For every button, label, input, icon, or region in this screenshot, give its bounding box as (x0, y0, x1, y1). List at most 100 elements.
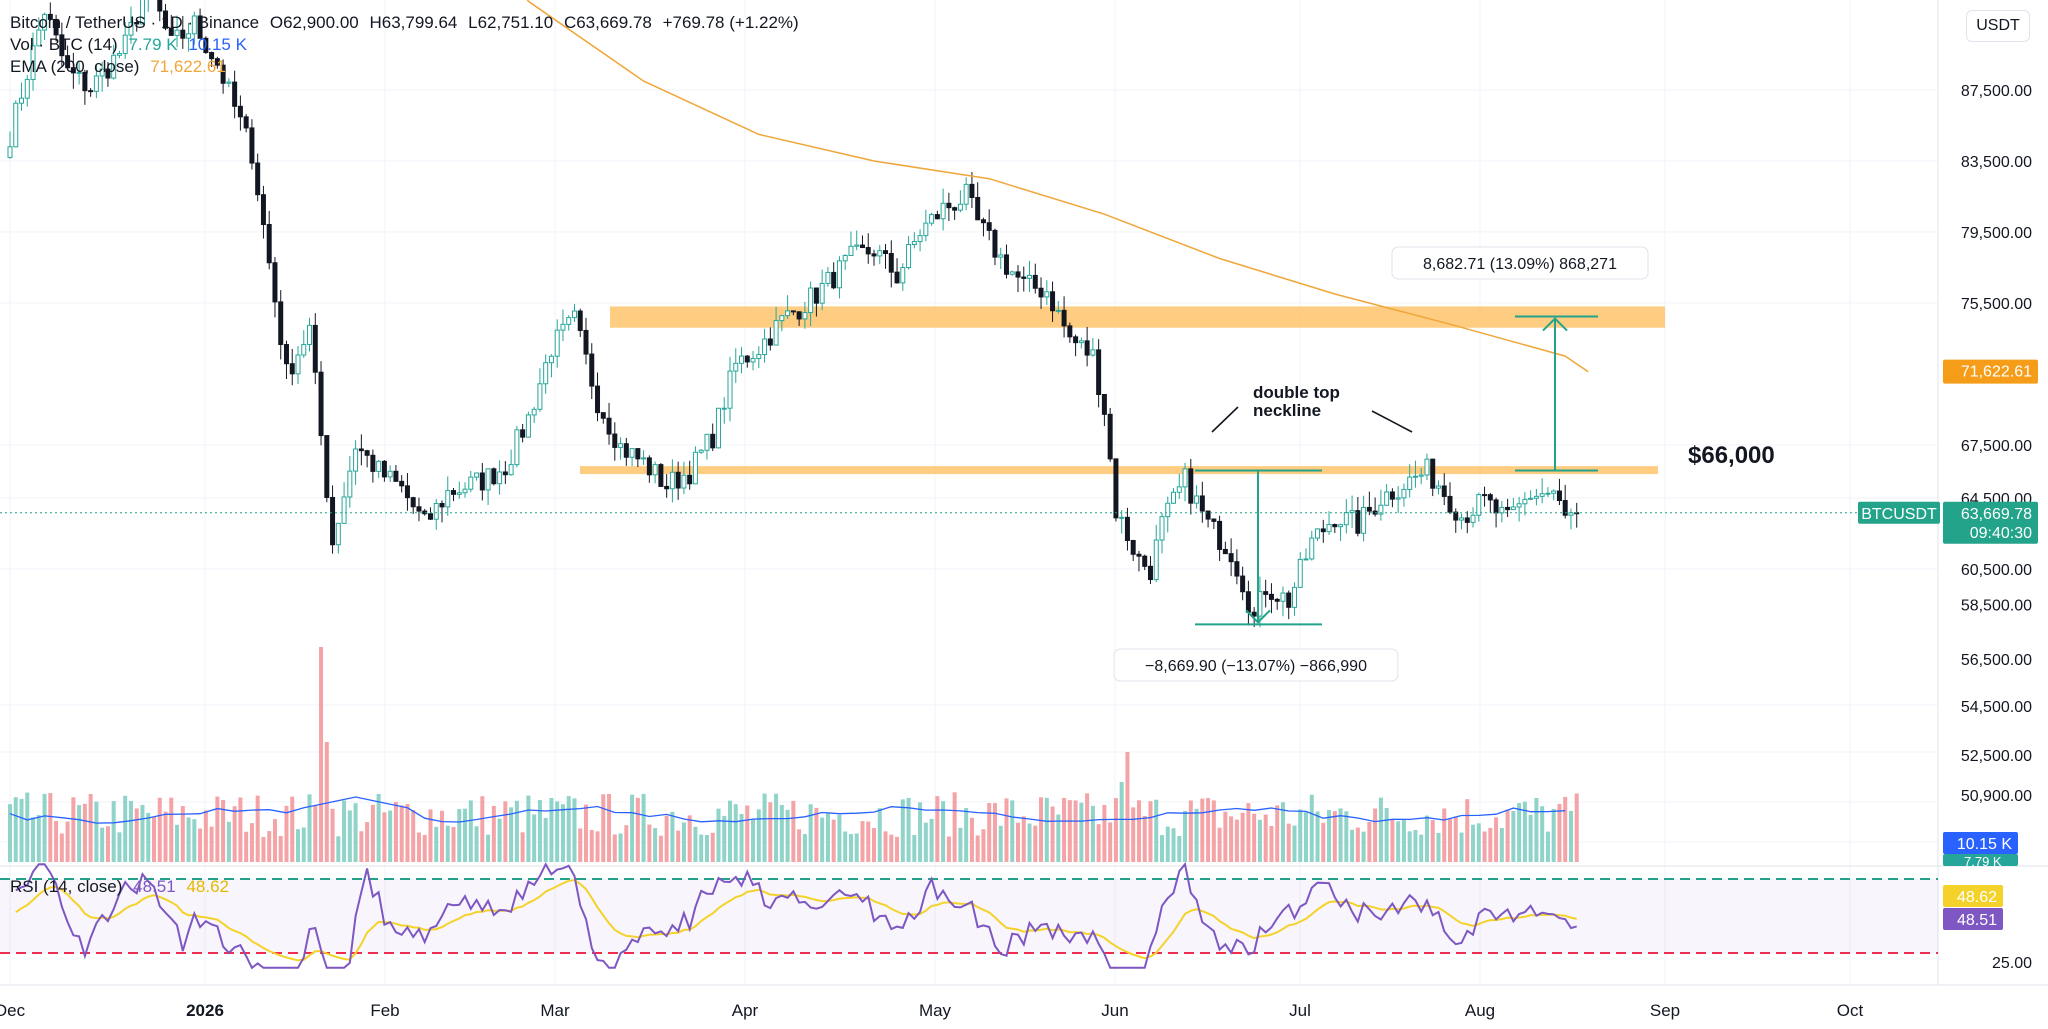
volume-bar (198, 828, 203, 862)
candle-body (456, 492, 462, 495)
candle-body (82, 71, 88, 92)
volume-bar (388, 810, 393, 862)
candle-body (491, 468, 497, 485)
volume-legend[interactable]: Vol · BTC (14) 7.79 K 10.15 K (10, 34, 253, 56)
candle-body (1280, 592, 1286, 602)
time-axis-label: Jun (1101, 1001, 1128, 1020)
candle-body (1418, 474, 1424, 477)
candle-body (358, 448, 364, 452)
volume-bar (1448, 818, 1452, 862)
time-axis-label: Dec (0, 1001, 26, 1020)
volume-bar (1016, 822, 1020, 862)
candle-body (877, 250, 883, 257)
candle-body (272, 262, 278, 303)
candle-body (1384, 491, 1390, 506)
candle-body (894, 271, 900, 284)
volume-bar (186, 817, 191, 862)
time-axis-label: Oct (1837, 1001, 1864, 1020)
candle-body (710, 433, 716, 449)
volume-bar (681, 822, 686, 862)
volume-bar (1453, 816, 1458, 862)
candle-body (808, 287, 814, 314)
volume-bar (278, 836, 283, 862)
ema-legend[interactable]: EMA (200, close) 71,622.61 (10, 56, 232, 78)
candle-body (744, 355, 750, 363)
volume-bar (296, 829, 300, 862)
symbol-title[interactable]: Bitcoin / TetherUS · 1D · Binance (10, 13, 260, 32)
candle-body (260, 194, 266, 226)
low-value: L62,751.10 (468, 13, 554, 32)
chart-drawings[interactable]: −8,669.90 (−13.07%) −866,990 8,682.71 (13… (0, 246, 1938, 682)
candle-body (1061, 309, 1067, 327)
volume-bar (146, 812, 151, 862)
candle-body (1096, 349, 1102, 395)
currency-unit-button[interactable]: USDT (1966, 10, 2030, 42)
candle-body (566, 317, 572, 325)
rsi-legend[interactable]: RSI (14, close) 48.51 48.62 (10, 876, 235, 898)
volume-bar (1517, 803, 1522, 862)
candle-body (353, 448, 359, 472)
volume-bar (1309, 794, 1314, 862)
rsi-badge-text: 48.51 (1957, 912, 1997, 929)
symbol-legend[interactable]: Bitcoin / TetherUS · 1D · Binance O62,90… (10, 12, 805, 34)
volume-bar (1419, 834, 1424, 862)
candle-body (669, 471, 675, 490)
open-value: O62,900.00 (269, 13, 359, 32)
candle-body (474, 472, 480, 478)
last-price-badge-text: 63,669.78 (1961, 506, 2032, 523)
volume-bar (941, 801, 946, 862)
time-axis-label: Jul (1289, 1001, 1311, 1020)
candle-body (1084, 340, 1090, 356)
volume-bar (601, 794, 606, 862)
candle-body (790, 310, 796, 313)
candle-body (88, 90, 94, 93)
candle-body (957, 203, 963, 211)
volume-bar (1563, 796, 1568, 862)
volume-bar (1033, 825, 1038, 862)
candle-body (186, 33, 192, 39)
ema-price-badge-bg (1943, 359, 2038, 384)
volume-bar (964, 808, 969, 862)
candle-body (514, 429, 520, 466)
candle-body (975, 196, 981, 221)
volume-bar (451, 826, 456, 862)
candle-body (1222, 548, 1228, 555)
candle-body (410, 497, 416, 508)
volume-bar (975, 835, 980, 862)
volume-bar (595, 831, 600, 862)
candle-body (681, 474, 687, 489)
candle-body (1412, 475, 1418, 478)
candle-body (762, 338, 768, 355)
candle-body (393, 470, 399, 482)
volume-bar (215, 796, 220, 862)
volume-bar (630, 794, 635, 862)
time-axis-label: 2026 (186, 1001, 224, 1020)
candle-body (767, 338, 773, 346)
volume-bar (8, 804, 12, 862)
candle-body (571, 310, 577, 319)
volume-bar (1390, 819, 1395, 862)
volume-bar (1327, 809, 1332, 862)
volume-bar (768, 802, 773, 862)
candle-body (692, 451, 698, 485)
volume-bar (382, 812, 387, 862)
volume-bar (1332, 811, 1337, 862)
price-tick-label: 60,500.00 (1961, 562, 2032, 579)
candle-body (1027, 274, 1033, 279)
volume-bar (221, 800, 226, 862)
candle-body (1320, 528, 1326, 533)
candle-body (980, 219, 986, 224)
volume-label: Vol · BTC (14) (10, 35, 118, 54)
volume-bar (157, 797, 162, 862)
candle-body (525, 414, 531, 438)
volume-bar (1315, 811, 1320, 862)
volume-bar (1494, 817, 1499, 862)
candle-body (687, 474, 693, 485)
candle-body (1505, 506, 1511, 511)
volume-bar (699, 834, 704, 862)
symbol-badge-bg (1858, 501, 1940, 524)
volume-bar (877, 808, 882, 862)
volume-bar (704, 835, 709, 862)
volume-bar (831, 819, 836, 862)
